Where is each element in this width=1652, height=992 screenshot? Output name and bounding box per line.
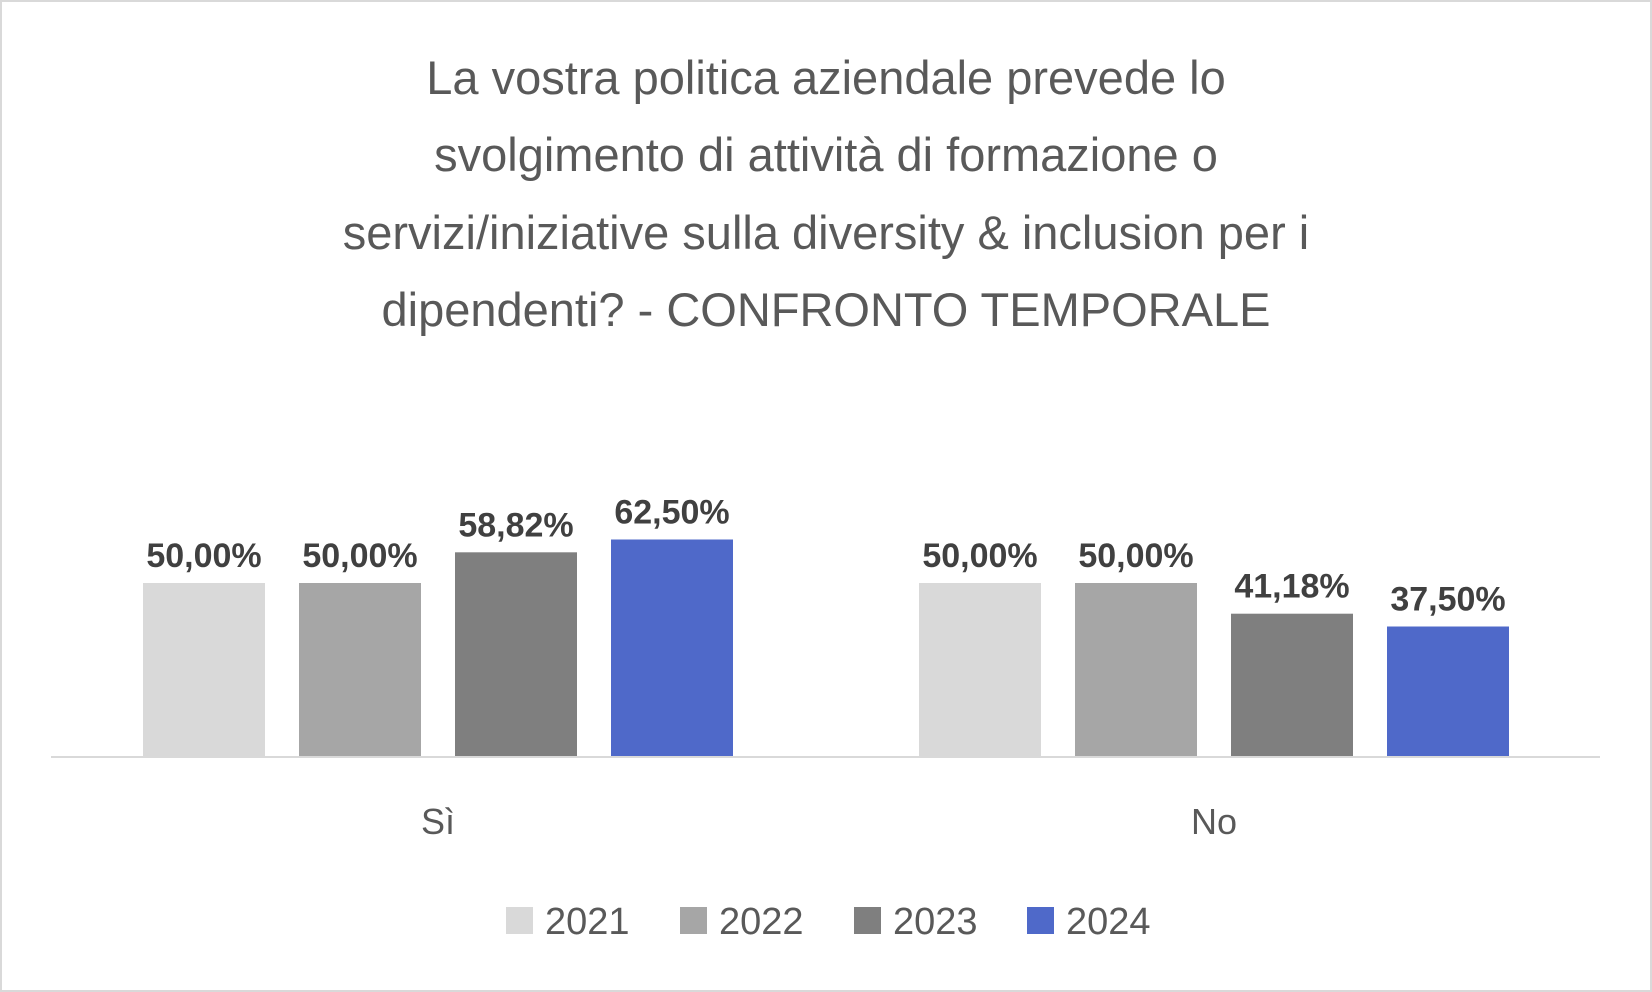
legend-swatch-2024 (1027, 907, 1054, 934)
category-label: No (1191, 801, 1237, 842)
data-label: 37,50% (1390, 581, 1505, 619)
bars: 50,00% 50,00% 58,82% 62,50% 50,00% 50,00% 41,1… (143, 494, 1509, 757)
data-label: 50,00% (146, 537, 261, 575)
bar-2021-no (919, 583, 1041, 757)
title-line: svolgimento di attività di formazione o (434, 128, 1218, 181)
title-line: La vostra politica aziendale prevede lo (426, 51, 1226, 104)
legend-label: 2021 (545, 901, 630, 943)
data-label: 41,18% (1234, 568, 1349, 606)
data-label: 50,00% (1078, 537, 1193, 575)
data-label: 50,00% (302, 537, 417, 575)
bar-2021-si (143, 583, 265, 757)
legend-label: 2023 (893, 901, 978, 943)
data-label: 62,50% (614, 494, 729, 532)
bar-2023-no (1231, 613, 1353, 757)
legend-label: 2024 (1066, 901, 1151, 943)
category-labels: Sì No (421, 801, 1237, 842)
legend-label: 2022 (719, 901, 804, 943)
title-line: dipendenti? - CONFRONTO TEMPORALE (382, 283, 1271, 336)
data-label: 50,00% (922, 537, 1037, 575)
legend-swatch-2021 (506, 907, 533, 934)
bar-2024-no (1387, 626, 1509, 757)
bar-2022-si (299, 583, 421, 757)
bar-2023-si (455, 552, 577, 757)
legend: 2021 2022 2023 2024 (506, 901, 1151, 943)
chart-title: La vostra politica aziendale prevede lo s… (343, 51, 1309, 336)
bar-2024-si (611, 539, 733, 757)
legend-swatch-2022 (680, 907, 707, 934)
legend-swatch-2023 (854, 907, 881, 934)
title-line: servizi/iniziative sulla diversity & inc… (343, 206, 1309, 259)
data-label: 58,82% (458, 506, 573, 544)
category-label: Sì (421, 801, 455, 842)
bar-2022-no (1075, 583, 1197, 757)
